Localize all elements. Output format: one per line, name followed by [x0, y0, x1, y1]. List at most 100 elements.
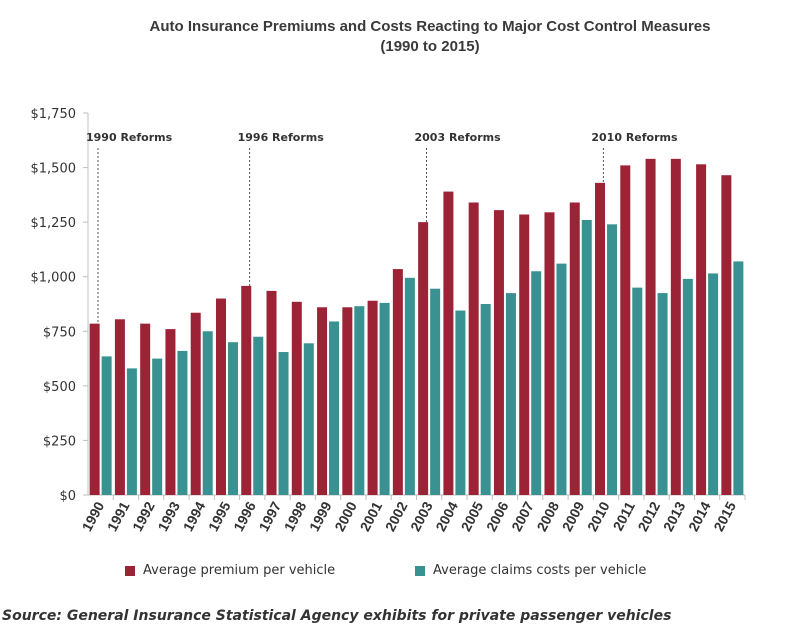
bar-premium: [165, 329, 176, 495]
x-tick-label: 2013: [660, 499, 689, 534]
bar-claims: [126, 368, 137, 495]
bar-claims: [607, 224, 618, 495]
bar-premium: [241, 285, 252, 495]
bar-premium: [392, 269, 403, 495]
x-tick-label: 2002: [382, 499, 411, 534]
x-tick-label: 2009: [559, 499, 588, 534]
x-tick-label: 2001: [356, 499, 385, 534]
bar-claims: [202, 331, 213, 495]
bar-premium: [443, 191, 454, 495]
x-tick-label: 1992: [129, 499, 158, 534]
bar-claims: [505, 293, 516, 495]
bar-claims: [531, 271, 542, 495]
bar-claims: [354, 306, 365, 495]
chart-title-line1: Auto Insurance Premiums and Costs Reacti…: [149, 18, 711, 35]
bar-claims: [632, 287, 643, 495]
bar-claims: [733, 261, 744, 495]
bar-premium: [317, 307, 328, 495]
source-note: Source: General Insurance Statistical Ag…: [2, 608, 672, 624]
bar-premium: [519, 214, 530, 495]
reform-label: 1996 Reforms: [238, 131, 325, 144]
legend-label-premium: Average premium per vehicle: [143, 563, 336, 578]
bar-premium: [569, 202, 580, 496]
bar-premium: [266, 290, 277, 495]
bar-premium: [696, 164, 707, 495]
bar-claims: [708, 273, 719, 495]
bar-premium: [114, 319, 125, 495]
y-tick-label: $250: [43, 434, 76, 449]
bar-claims: [152, 358, 163, 495]
bar-premium: [645, 158, 656, 495]
bar-claims: [455, 310, 466, 495]
bar-premium: [89, 323, 100, 495]
bar-claims: [480, 304, 491, 495]
reform-label: 2010 Reforms: [591, 131, 678, 144]
bar-claims: [253, 336, 264, 495]
y-tick-label: $500: [43, 380, 76, 395]
bar-claims: [379, 302, 390, 495]
bar-claims: [430, 288, 441, 495]
legend-swatch-premium: [125, 565, 135, 576]
x-tick-label: 2008: [533, 499, 562, 534]
bar-premium: [140, 323, 151, 495]
x-tick-label: 2005: [458, 499, 487, 534]
x-tick-label: 2012: [634, 499, 663, 534]
y-tick-label: $1,250: [31, 216, 77, 231]
bar-premium: [595, 182, 606, 495]
bar-claims: [101, 356, 112, 495]
bar-claims: [177, 350, 188, 495]
bar-claims: [682, 278, 693, 495]
y-tick-label: $1,750: [31, 107, 77, 122]
chart-area: $0 $250 $500 $750 $1,000 $1,250 $1,500 $1,750 19…: [31, 107, 746, 534]
x-tick-label: 2011: [610, 499, 638, 534]
bar-claims: [556, 263, 567, 495]
x-tick-label: 2015: [710, 499, 739, 534]
bar-claims: [278, 352, 289, 495]
x-tick-label: 2007: [508, 499, 537, 534]
x-tick-label: 2014: [685, 499, 714, 534]
x-tick-label: 2003: [407, 499, 436, 534]
legend-item-premium: Average premium per vehicle: [125, 563, 335, 578]
y-tick-label: $1,500: [31, 162, 77, 177]
y-tick-label: $0: [59, 489, 76, 504]
bar-premium: [620, 165, 631, 496]
x-tick-label: 1999: [306, 499, 335, 534]
bar-premium: [544, 212, 555, 495]
x-tick-label: 1993: [154, 499, 183, 534]
x-tick-label: 1991: [104, 499, 133, 534]
x-tick-label: 1994: [180, 499, 209, 534]
reform-label: 2003 Reforms: [415, 131, 502, 144]
bar-claims: [329, 321, 340, 495]
x-tick-label: 2004: [432, 499, 461, 534]
bar-claims: [227, 342, 238, 495]
bar-premium: [291, 301, 302, 495]
legend-label-claims: Average claims costs per vehicle: [433, 563, 647, 578]
x-tick-label: 2000: [331, 499, 360, 534]
bar-premium: [721, 175, 732, 495]
x-tick-label: 2006: [483, 499, 512, 534]
bar-premium: [367, 300, 378, 495]
bar-claims: [303, 343, 314, 495]
x-tick-label: 1990: [79, 499, 108, 534]
y-tick-label: $1,000: [31, 271, 77, 286]
bar-premium: [468, 202, 479, 496]
chart-title-line2: (1990 to 2015): [380, 38, 480, 55]
bar-claims: [404, 277, 415, 495]
legend-item-claims: Average claims costs per vehicle: [415, 563, 646, 578]
reform-label: 1990 Reforms: [86, 131, 173, 144]
bar-premium: [493, 210, 504, 495]
bar-claims: [581, 219, 592, 495]
x-tick-label: 1997: [255, 499, 284, 534]
bar-premium: [418, 222, 429, 495]
x-tick-label: 1998: [281, 499, 310, 534]
bar-claims: [657, 293, 668, 495]
bar-premium: [190, 312, 201, 495]
bar-premium: [215, 298, 226, 495]
y-tick-label: $750: [43, 325, 76, 340]
bar-premium: [342, 307, 353, 495]
x-tick-label: 2010: [584, 499, 613, 534]
bar-premium: [670, 158, 681, 495]
x-tick-label: 1995: [205, 499, 234, 534]
x-tick-label: 1996: [230, 499, 259, 534]
legend-swatch-claims: [415, 565, 425, 576]
